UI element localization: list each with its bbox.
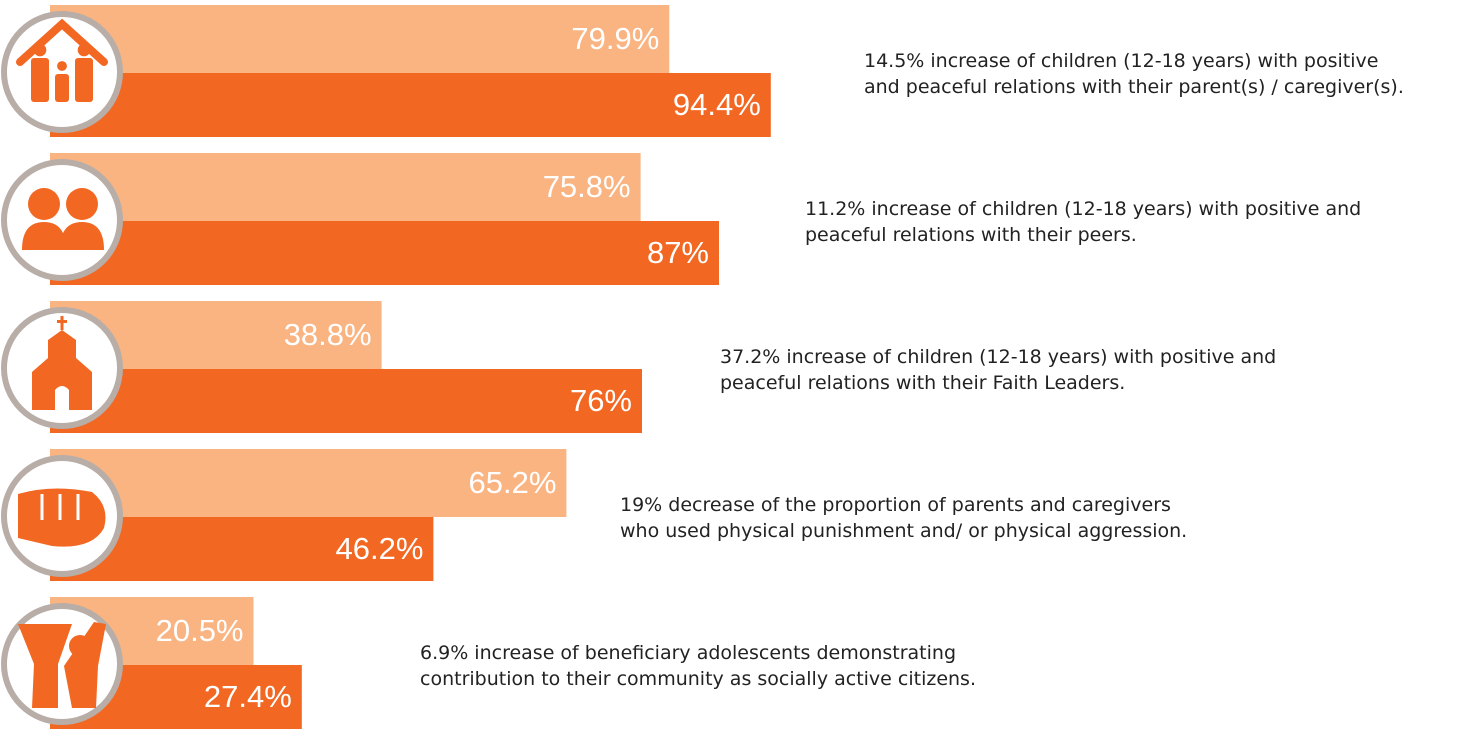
icon — [66, 188, 98, 220]
bar — [50, 73, 771, 137]
icon — [60, 222, 104, 250]
icon — [64, 622, 106, 708]
description: 11.2% increase of children (12-18 years)… — [805, 198, 1361, 220]
icon — [75, 58, 93, 102]
icon — [31, 58, 49, 102]
icon-circle — [1, 603, 123, 725]
value-label: 46.2% — [335, 531, 423, 566]
description: peaceful relations with their Faith Lead… — [720, 372, 1125, 394]
icon — [33, 43, 47, 57]
value-label: 20.5% — [156, 613, 244, 648]
icon-circle — [1, 159, 123, 281]
description: contribution to their community as socia… — [420, 668, 976, 690]
value-label: 76% — [570, 383, 632, 418]
bar — [50, 369, 642, 433]
icon — [18, 624, 72, 708]
icon — [55, 386, 69, 410]
icon — [18, 488, 106, 547]
row: 20.5% 27.4% 6.9% increase of beneficiary a… — [1, 597, 976, 729]
description: peaceful relations with their peers. — [805, 224, 1137, 246]
row: 65.2% 46.2% 19% decrease of the proportion… — [1, 449, 1187, 581]
value-label: 38.8% — [284, 317, 372, 352]
value-label: 87% — [647, 235, 709, 270]
value-label: 27.4% — [204, 679, 292, 714]
description: and peaceful relations with their parent… — [864, 76, 1404, 98]
description: 37.2% increase of children (12-18 years)… — [720, 346, 1276, 368]
description: 14.5% increase of children (12-18 years)… — [864, 50, 1378, 72]
description: 6.9% increase of beneficiary adolescents… — [420, 642, 956, 664]
row: 75.8% 87% 11.2% increase of children (12-1… — [1, 153, 1361, 285]
icon — [22, 222, 66, 250]
description: who used physical punishment and/ or phy… — [620, 520, 1187, 542]
value-label: 79.9% — [571, 21, 659, 56]
icon — [55, 74, 69, 102]
icon — [57, 61, 67, 71]
description: 19% decrease of the proportion of parent… — [620, 494, 1171, 516]
bar — [50, 221, 719, 285]
icon — [32, 330, 92, 410]
value-label: 75.8% — [543, 169, 631, 204]
bar — [50, 449, 567, 517]
value-label: 65.2% — [468, 465, 556, 500]
icon — [77, 43, 91, 57]
bar — [50, 153, 641, 221]
row: 38.8% 76% 37.2% increase of children (12-1… — [1, 301, 1276, 433]
value-label: 94.4% — [673, 87, 761, 122]
icon-circle — [1, 11, 123, 133]
bar — [50, 5, 670, 73]
icon — [28, 188, 60, 220]
row: 79.9% 94.4% 14.5% increase of children (12… — [1, 5, 1404, 137]
icon — [57, 320, 67, 323]
